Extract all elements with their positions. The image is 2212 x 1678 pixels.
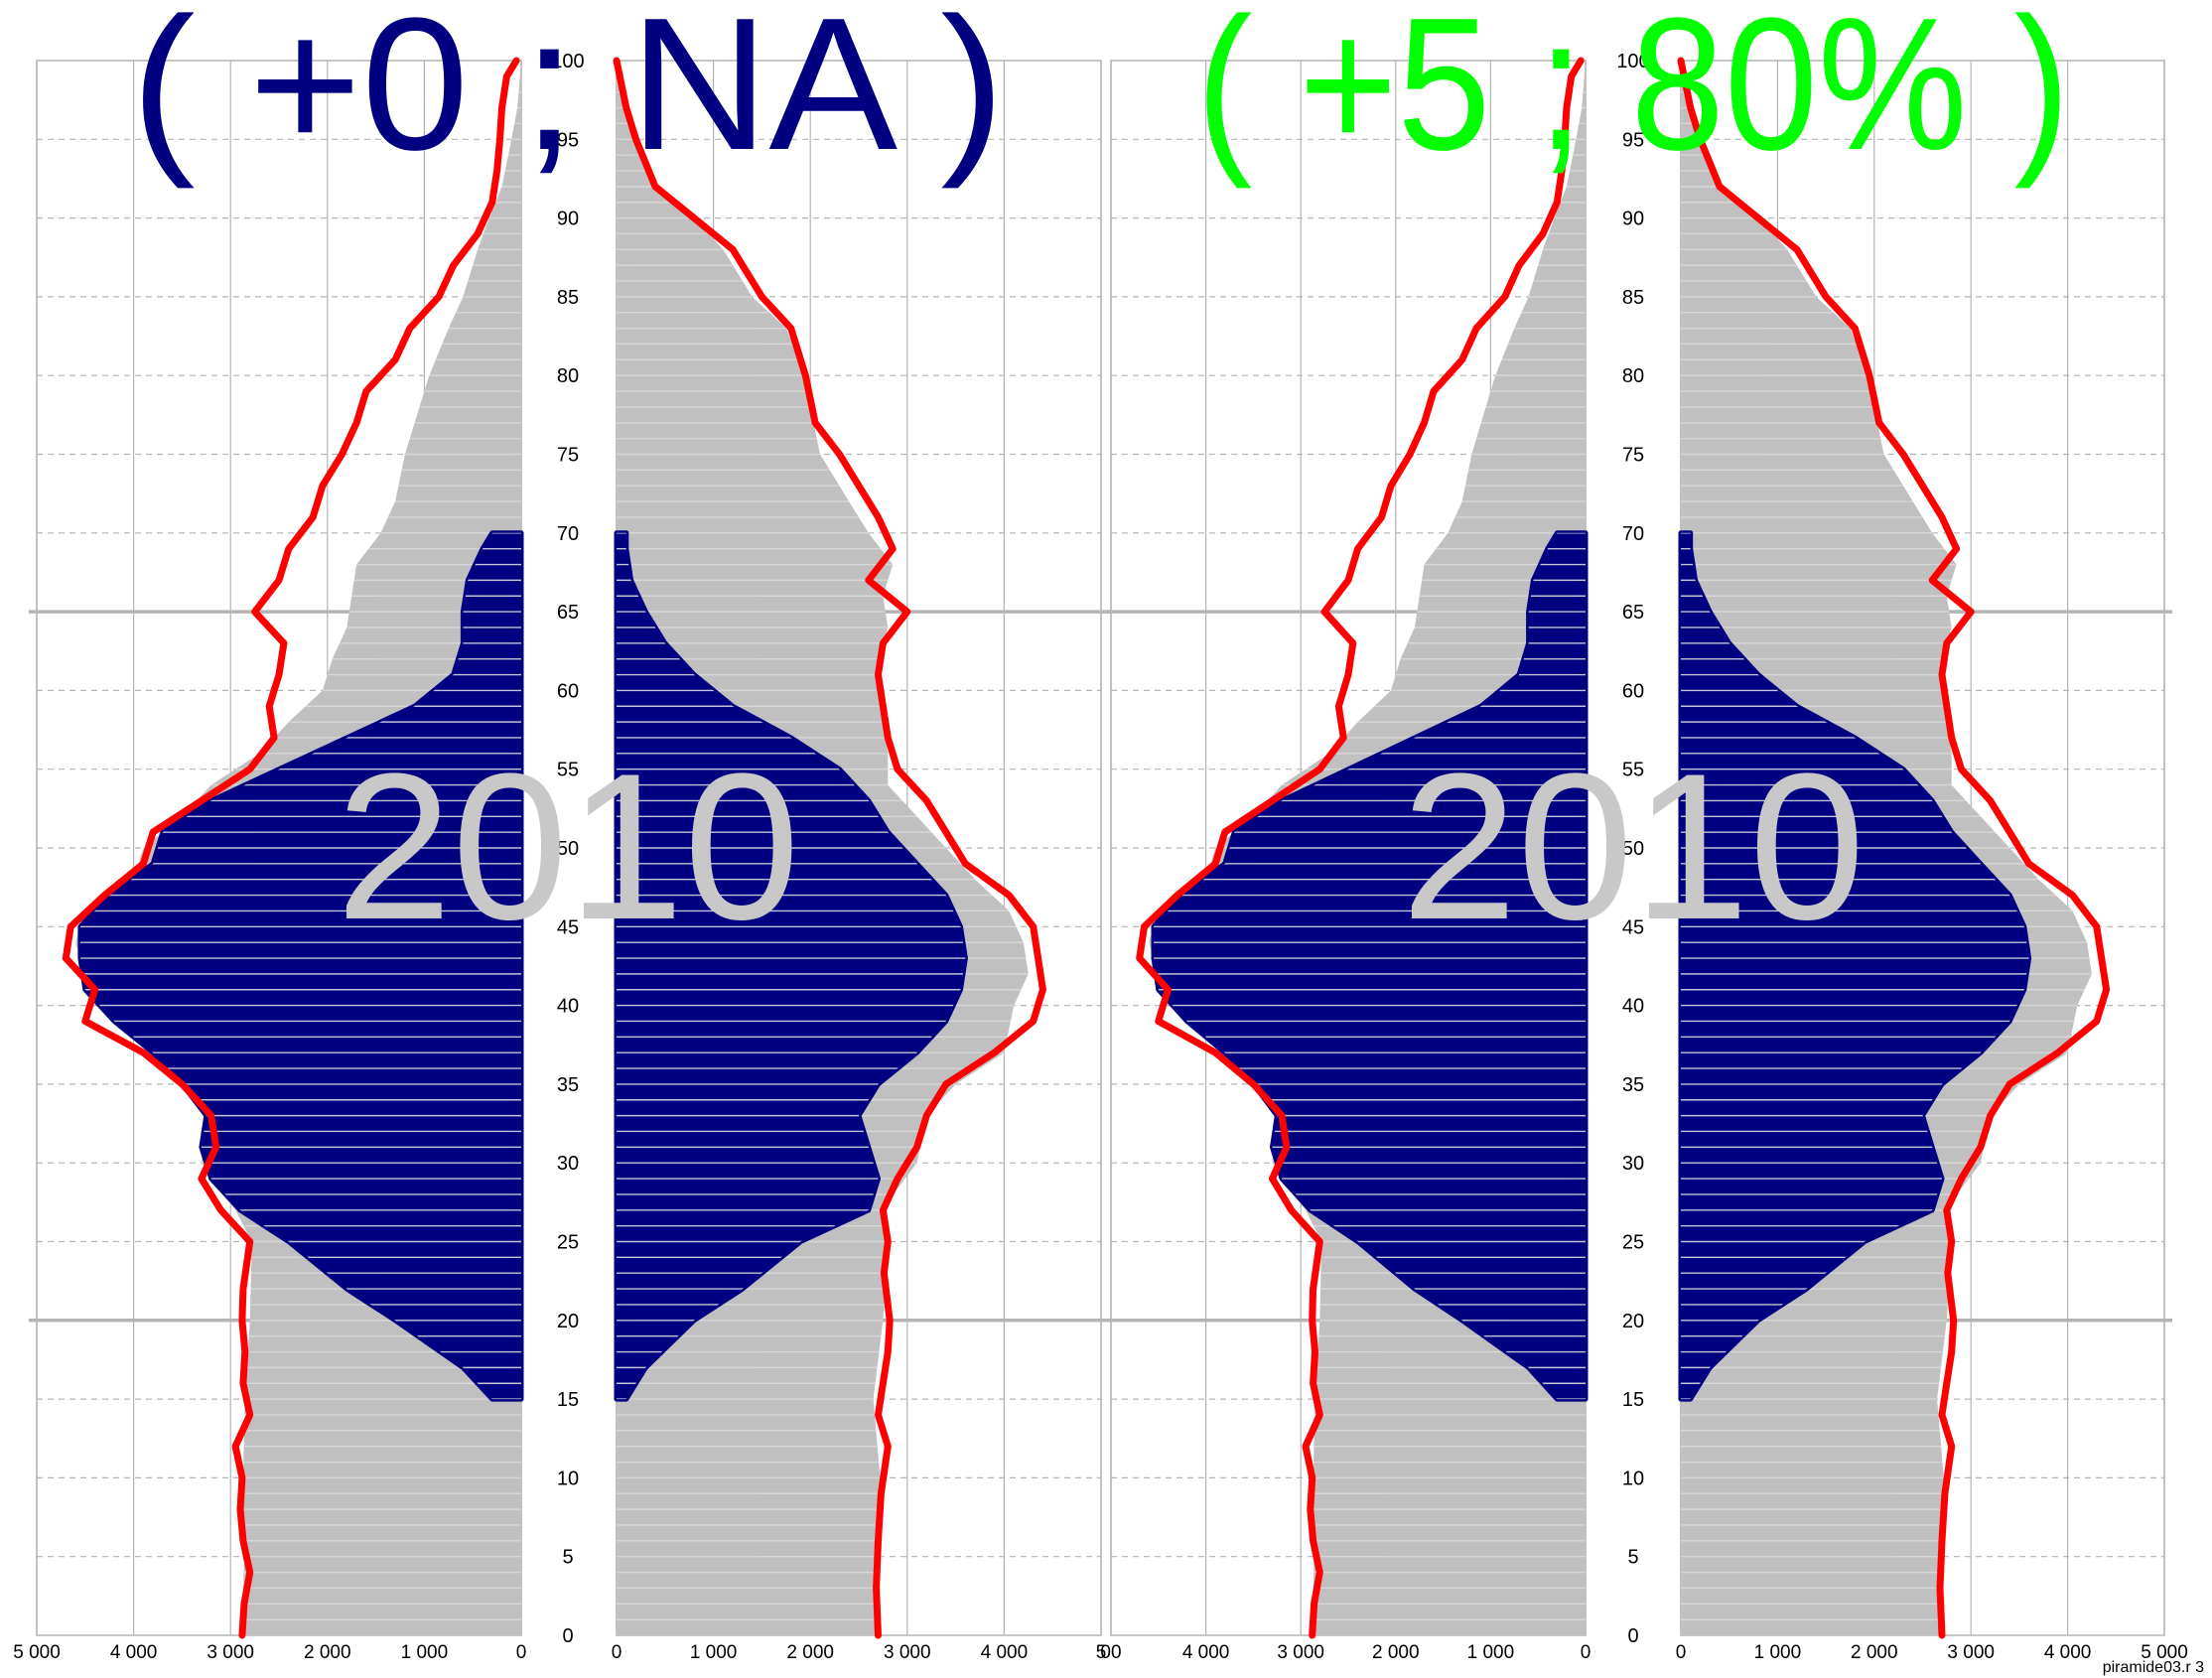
male-value-tick-label: 2 000 (1372, 1642, 1420, 1663)
age-tick-label-30: 30 (1622, 1153, 1644, 1175)
female-value-tick-label: 5 000 (2141, 1642, 2188, 1663)
age-tick-label-70: 70 (557, 523, 579, 545)
age-tick-label-25: 25 (557, 1232, 579, 1254)
age-tick-label-50: 50 (1622, 838, 1644, 860)
age-tick-label-15: 15 (557, 1389, 579, 1411)
age-tick-label-15: 15 (1622, 1389, 1644, 1411)
male-value-tick-label: 0 (1581, 1642, 1591, 1663)
male-value-tick-label: 3 000 (1277, 1642, 1324, 1663)
male-value-tick-label: 0 (516, 1642, 527, 1663)
age-tick-label-40: 40 (557, 996, 579, 1018)
female-value-tick-label: 2 000 (786, 1642, 834, 1663)
male-value-tick-label: 4 000 (1182, 1642, 1230, 1663)
age-tick-label-10: 10 (1622, 1468, 1644, 1489)
age-tick-label-45: 45 (1622, 916, 1644, 938)
male-projection-line (62, 57, 520, 1639)
age-tick-label-80: 80 (557, 365, 579, 387)
age-tick-label-60: 60 (1622, 680, 1644, 702)
age-tick-label-100: 100 (1616, 51, 1649, 72)
scenario-title: ( +0 ; NA ) (131, 0, 1005, 190)
age-tick-label-60: 60 (557, 680, 579, 702)
male-value-tick-label: 2 000 (304, 1642, 351, 1663)
footer-source-note: piramide03.r 3 (2103, 1659, 2204, 1676)
male-value-tick-label: 4 000 (110, 1642, 158, 1663)
female-value-tick-label: 3 000 (884, 1642, 931, 1663)
age-tick-label-0: 0 (1627, 1625, 1638, 1647)
male-value-tick-label: 5 000 (13, 1642, 61, 1663)
age-tick-label-90: 90 (1622, 209, 1644, 230)
female-value-tick-label: 1 000 (1754, 1642, 1802, 1663)
female-projection-line (1677, 57, 2111, 1639)
female-value-tick-label: 2 000 (1851, 1642, 1898, 1663)
female-value-tick-label: 0 (1676, 1642, 1687, 1663)
age-tick-label-0: 0 (562, 1625, 573, 1647)
age-tick-label-70: 70 (1622, 523, 1644, 545)
age-tick-label-50: 50 (557, 838, 579, 860)
male-value-tick-label: 00 (1100, 1642, 1121, 1663)
age-tick-label-5: 5 (1627, 1547, 1638, 1569)
female-value-tick-label: 1 000 (690, 1642, 738, 1663)
age-tick-label-85: 85 (1622, 287, 1644, 309)
year-label: 2010 (336, 730, 799, 963)
age-tick-label-85: 85 (557, 287, 579, 309)
age-tick-label-35: 35 (557, 1074, 579, 1096)
age-tick-label-10: 10 (557, 1468, 579, 1489)
female-value-tick-label: 5 (1096, 1642, 1107, 1663)
female-value-tick-label: 4 000 (981, 1642, 1029, 1663)
male-projection-line (1136, 57, 1585, 1639)
female-value-tick-label: 3 000 (1947, 1642, 1995, 1663)
male-value-tick-label: 1 000 (401, 1642, 449, 1663)
age-tick-label-25: 25 (1622, 1232, 1644, 1254)
age-tick-label-75: 75 (1622, 445, 1644, 467)
age-tick-label-80: 80 (1622, 365, 1644, 387)
age-tick-label-5: 5 (562, 1547, 573, 1569)
age-tick-label-55: 55 (1622, 760, 1644, 781)
male-value-tick-label: 3 000 (207, 1642, 254, 1663)
pyramid-panel-2: 0 5 10 15 20 25 30 35 40 45 50 55 60 65 70 75 80 85 90 95 10… (1100, 0, 2187, 1663)
female-projection-line (613, 57, 1046, 1639)
age-tick-label-40: 40 (1622, 996, 1644, 1018)
age-tick-label-75: 75 (557, 445, 579, 467)
age-tick-label-20: 20 (557, 1311, 579, 1332)
age-tick-label-95: 95 (557, 129, 579, 151)
male-value-tick-label: 1 000 (1467, 1642, 1515, 1663)
age-tick-label-30: 30 (557, 1153, 579, 1175)
female-value-tick-label: 0 (612, 1642, 622, 1663)
age-tick-label-20: 20 (1622, 1311, 1644, 1332)
age-tick-label-95: 95 (1622, 129, 1644, 151)
age-tick-label-100: 100 (551, 51, 584, 72)
year-label: 2010 (1401, 730, 1865, 963)
age-tick-label-55: 55 (557, 760, 579, 781)
age-tick-label-90: 90 (557, 209, 579, 230)
age-tick-label-35: 35 (1622, 1074, 1644, 1096)
age-tick-label-65: 65 (557, 602, 579, 624)
age-tick-label-65: 65 (1622, 602, 1644, 624)
scenario-title: ( +5 ; 80% ) (1196, 0, 2070, 190)
female-value-tick-label: 4 000 (2044, 1642, 2092, 1663)
age-tick-label-45: 45 (557, 916, 579, 938)
